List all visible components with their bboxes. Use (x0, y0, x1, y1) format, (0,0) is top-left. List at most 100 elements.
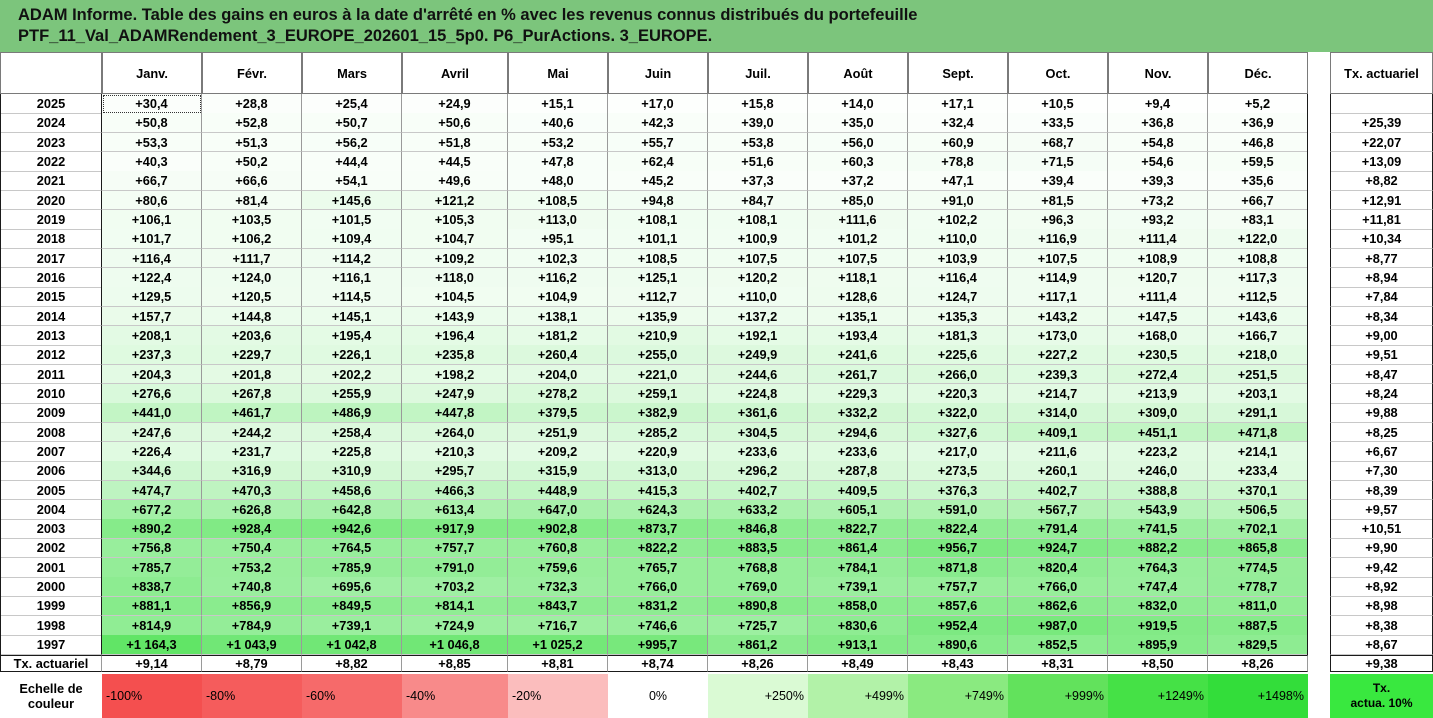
gain-cell-2013-10: +173,0 (1008, 325, 1108, 346)
year-label-2024: 2024 (0, 113, 102, 134)
gain-cell-2024-9: +32,4 (908, 113, 1008, 134)
gain-cell-2022-3: +44,4 (302, 151, 402, 172)
gain-cell-2004-2: +626,8 (202, 499, 302, 520)
tx-actuariel-2024: +25,39 (1330, 113, 1433, 134)
gain-cell-2019-7: +108,1 (708, 209, 808, 230)
gain-cell-2020-7: +84,7 (708, 190, 808, 211)
report-title-line-1: ADAM Informe. Table des gains en euros à… (18, 6, 918, 24)
gain-cell-2002-9: +956,7 (908, 538, 1008, 559)
gain-cell-2005-8: +409,5 (808, 480, 908, 501)
tx-actuariel-2020: +12,91 (1330, 190, 1433, 211)
gain-cell-2020-5: +108,5 (508, 190, 608, 211)
gain-cell-2018-10: +116,9 (1008, 229, 1108, 250)
gain-cell-1998-9: +952,4 (908, 615, 1008, 636)
gain-cell-2005-5: +448,9 (508, 480, 608, 501)
gain-cell-2004-8: +605,1 (808, 499, 908, 520)
gain-cell-2024-7: +39,0 (708, 113, 808, 134)
gain-cell-2003-9: +822,4 (908, 519, 1008, 540)
year-label-2006: 2006 (0, 461, 102, 482)
month-header-11: Nov. (1108, 52, 1208, 94)
report-title-line-2: PTF_11_Val_ADAMRendement_3_EUROPE_202601… (18, 27, 713, 45)
gain-cell-2008-1: +247,6 (102, 422, 202, 443)
year-label-2013: 2013 (0, 325, 102, 346)
month-header-2: Févr. (202, 52, 302, 94)
year-label-2023: 2023 (0, 132, 102, 153)
year-label-2017: 2017 (0, 248, 102, 269)
gain-cell-2019-10: +96,3 (1008, 209, 1108, 230)
gain-cell-2015-4: +104,5 (402, 287, 508, 308)
tx-actuariel-2021: +8,82 (1330, 171, 1433, 192)
gain-cell-2015-8: +128,6 (808, 287, 908, 308)
gain-cell-2019-12: +83,1 (1208, 209, 1308, 230)
tx-actuariel-2012: +9,51 (1330, 345, 1433, 366)
tx-actuariel-2005: +8,39 (1330, 480, 1433, 501)
gain-cell-2012-3: +226,1 (302, 345, 402, 366)
gain-cell-2023-11: +54,8 (1108, 132, 1208, 153)
gain-cell-2023-4: +51,8 (402, 132, 508, 153)
gain-cell-1998-1: +814,9 (102, 615, 202, 636)
gain-cell-2019-2: +103,5 (202, 209, 302, 230)
gain-cell-2002-11: +882,2 (1108, 538, 1208, 559)
gain-cell-2024-3: +50,7 (302, 113, 402, 134)
gain-cell-1999-10: +862,6 (1008, 596, 1108, 617)
gain-cell-2000-9: +757,7 (908, 577, 1008, 598)
footer-tx-total: +9,38 (1330, 654, 1433, 672)
gain-cell-2003-10: +791,4 (1008, 519, 1108, 540)
gain-cell-2022-7: +51,6 (708, 151, 808, 172)
gain-cell-2008-7: +304,5 (708, 422, 808, 443)
year-label-1999: 1999 (0, 596, 102, 617)
gain-cell-2016-11: +120,7 (1108, 267, 1208, 288)
gain-cell-2008-11: +451,1 (1108, 422, 1208, 443)
tx-actuariel-2013: +9,00 (1330, 325, 1433, 346)
gain-cell-2009-7: +361,6 (708, 403, 808, 424)
gain-cell-2012-10: +227,2 (1008, 345, 1108, 366)
footer-tx-value-6: +8,74 (608, 654, 708, 672)
color-scale-tx-line-1: Tx. (1372, 680, 1391, 695)
gain-cell-2006-10: +260,1 (1008, 461, 1108, 482)
gain-cell-2015-1: +129,5 (102, 287, 202, 308)
gain-cell-2009-12: +291,1 (1208, 403, 1308, 424)
gain-cell-2007-7: +233,6 (708, 441, 808, 462)
corner-header-cell (0, 52, 102, 94)
gain-cell-2005-9: +376,3 (908, 480, 1008, 501)
gain-cell-2006-2: +316,9 (202, 461, 302, 482)
color-scale-step-4: -40% (402, 673, 508, 718)
gain-cell-2016-8: +118,1 (808, 267, 908, 288)
year-label-2009: 2009 (0, 403, 102, 424)
gain-cell-2020-4: +121,2 (402, 190, 508, 211)
gain-cell-2004-9: +591,0 (908, 499, 1008, 520)
gain-cell-2020-3: +145,6 (302, 190, 402, 211)
year-label-2012: 2012 (0, 345, 102, 366)
gain-cell-2007-10: +211,6 (1008, 441, 1108, 462)
gain-cell-1997-5: +1 025,2 (508, 635, 608, 656)
color-scale-step-7: +250% (708, 673, 808, 718)
gain-cell-2025-12: +5,2 (1208, 94, 1308, 114)
gain-cell-2019-1: +106,1 (102, 209, 202, 230)
gain-cell-2025-6: +17,0 (608, 94, 708, 114)
gain-cell-2014-12: +143,6 (1208, 306, 1308, 327)
color-scale-step-3: -60% (302, 673, 402, 718)
gain-cell-2023-12: +46,8 (1208, 132, 1308, 153)
gain-cell-2011-2: +201,8 (202, 364, 302, 385)
gain-cell-2002-5: +760,8 (508, 538, 608, 559)
gain-cell-2001-8: +784,1 (808, 557, 908, 578)
gain-cell-2013-6: +210,9 (608, 325, 708, 346)
gain-cell-2022-5: +47,8 (508, 151, 608, 172)
gain-cell-1997-3: +1 042,8 (302, 635, 402, 656)
gain-cell-2010-8: +229,3 (808, 383, 908, 404)
gain-cell-2016-6: +125,1 (608, 267, 708, 288)
gain-cell-2004-1: +677,2 (102, 499, 202, 520)
gain-cell-2000-1: +838,7 (102, 577, 202, 598)
footer-tx-value-3: +8,82 (302, 654, 402, 672)
year-label-2021: 2021 (0, 171, 102, 192)
gain-cell-1999-12: +811,0 (1208, 596, 1308, 617)
color-scale-step-2: -80% (202, 673, 302, 718)
report-title: ADAM Informe. Table des gains en euros à… (0, 0, 1433, 52)
gain-cell-2024-6: +42,3 (608, 113, 708, 134)
gain-cell-2025-2: +28,8 (202, 94, 302, 114)
gain-cell-2005-11: +388,8 (1108, 480, 1208, 501)
gain-cell-2014-7: +137,2 (708, 306, 808, 327)
gain-cell-2000-12: +778,7 (1208, 577, 1308, 598)
gain-cell-2011-1: +204,3 (102, 364, 202, 385)
gain-cell-2004-3: +642,8 (302, 499, 402, 520)
